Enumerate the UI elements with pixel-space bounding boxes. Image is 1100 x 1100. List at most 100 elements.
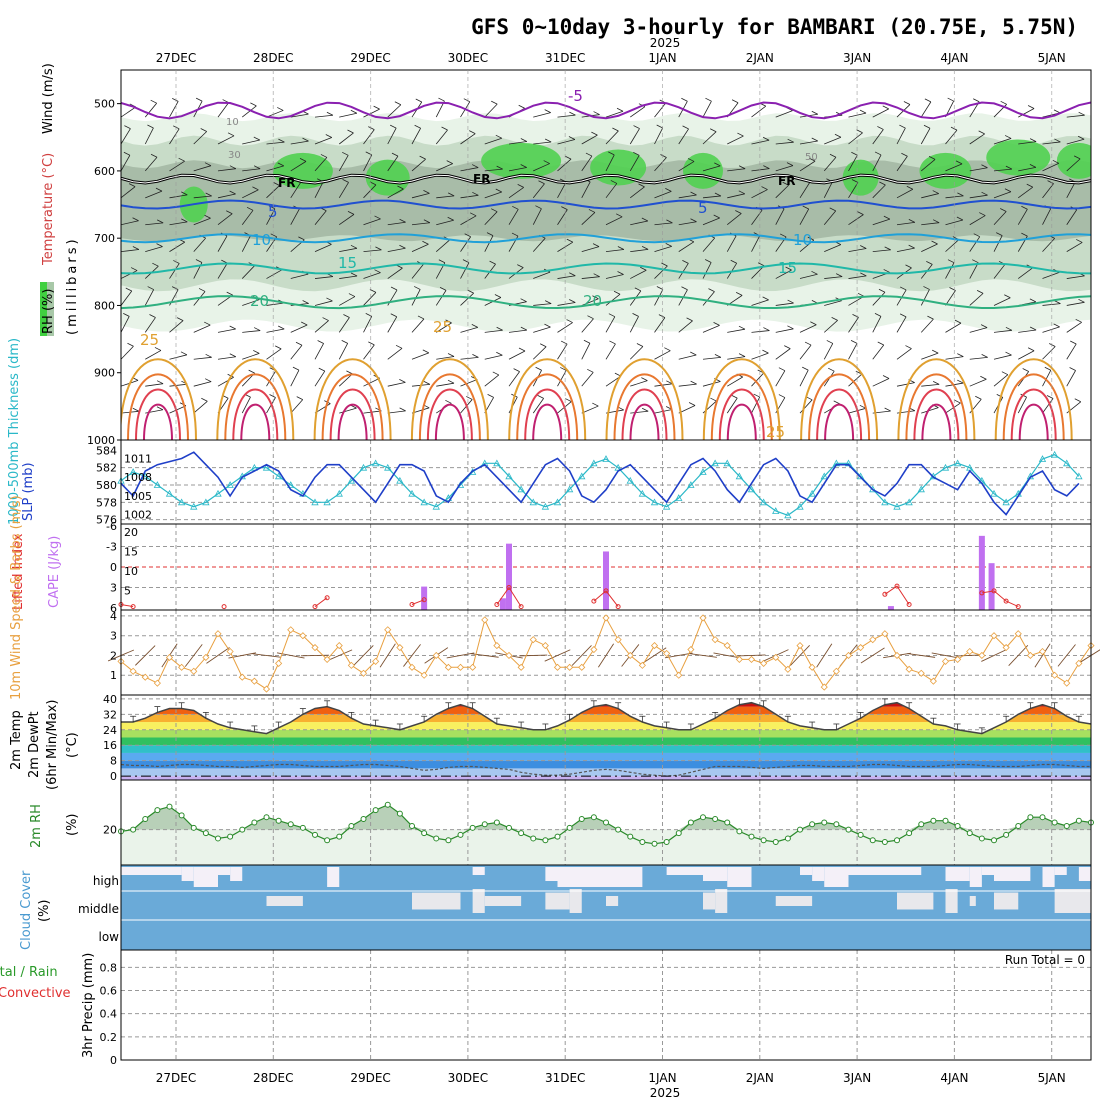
upper-barb-flag xyxy=(957,353,964,357)
label-temp-unit: (°C) xyxy=(65,732,80,758)
cape-tick-15: 15 xyxy=(124,545,138,558)
surface-barb xyxy=(713,652,742,659)
wind-speed-point xyxy=(808,663,816,671)
upper-barb-flag xyxy=(123,151,131,156)
upper-barb-flag xyxy=(422,240,429,245)
cloud-high-gap-9 xyxy=(666,867,703,875)
upper-barb xyxy=(702,131,717,145)
rh-point xyxy=(372,807,379,814)
upper-barb-flag xyxy=(445,399,452,404)
upper-barb xyxy=(993,264,1006,279)
cape-bar-6 xyxy=(988,563,995,610)
rh-point xyxy=(360,815,367,822)
upper-barb-flag xyxy=(762,349,769,354)
upper-barb-flag xyxy=(150,99,157,104)
rh-point xyxy=(506,824,512,831)
upper-barb-flag xyxy=(346,370,353,375)
wind-speed-point xyxy=(626,651,634,660)
contour-label-20a: 20 xyxy=(250,292,269,310)
upper-barb-flag xyxy=(147,124,154,129)
upper-barb xyxy=(242,330,261,333)
li-tick-6: 6 xyxy=(110,602,117,615)
upper-barb xyxy=(436,356,455,360)
upper-barb-flag xyxy=(1029,298,1037,303)
label-precip-unit: 3hr Precip (mm) xyxy=(81,953,96,1058)
thickness-point xyxy=(541,502,550,510)
surface-barb xyxy=(981,649,1007,662)
upper-barb-flag xyxy=(1073,155,1081,160)
contour-label-5a: 5 xyxy=(268,203,278,221)
upper-barb xyxy=(363,218,381,226)
upper-barb-flag xyxy=(761,186,768,190)
upper-barb xyxy=(945,129,958,145)
upper-barb xyxy=(411,192,430,199)
upper-barb xyxy=(1066,242,1083,252)
upper-barb xyxy=(702,101,712,118)
upper-barb-flag xyxy=(229,190,236,195)
wind-speed-point xyxy=(432,651,440,660)
upper-barb-flag xyxy=(178,157,185,162)
upper-barb xyxy=(823,210,837,225)
contour-diurnal-8-3 xyxy=(921,403,952,440)
bottom-date-tick-2: 29DEC xyxy=(350,1071,390,1085)
upper-barb-flag xyxy=(471,324,478,328)
upper-barb-flag xyxy=(342,151,349,156)
contour-diurnal-4-1 xyxy=(516,373,579,440)
upper-barb xyxy=(654,222,673,226)
upper-barb xyxy=(920,101,932,118)
wind-speed-point xyxy=(844,651,853,660)
upper-barb-flag xyxy=(955,160,963,165)
upper-barb-flag xyxy=(253,136,260,141)
upper-barb xyxy=(848,373,863,387)
wind-speed-point xyxy=(832,667,840,675)
upper-barb xyxy=(193,381,212,387)
upper-barb xyxy=(605,316,616,333)
rh-point xyxy=(1039,814,1046,821)
wind-speed-point xyxy=(735,655,743,663)
upper-barb-flag xyxy=(591,131,598,136)
upper-barb-flag xyxy=(446,160,453,164)
upper-barb xyxy=(1090,331,1091,333)
contour-freezing-inner xyxy=(121,174,1091,184)
label-cloud-cover: Cloud Cover xyxy=(19,870,34,950)
upper-barb xyxy=(799,208,810,225)
upper-barb-flag xyxy=(512,205,519,210)
upper-barb-flag xyxy=(592,402,599,407)
wind-tick-3: 3 xyxy=(110,630,117,643)
upper-barb xyxy=(751,265,765,279)
contour-diurnal-4-0 xyxy=(508,358,587,440)
surface-barb xyxy=(816,643,833,668)
upper-barb xyxy=(945,262,955,279)
upper-barb-flag xyxy=(373,105,380,110)
thickness-point xyxy=(808,489,816,497)
upper-barb-flag xyxy=(804,341,812,346)
upper-barb xyxy=(751,330,770,333)
wind-speed-point xyxy=(675,671,683,679)
upper-barb-flag xyxy=(447,192,455,197)
upper-barb xyxy=(1066,370,1076,387)
upper-barb-flag xyxy=(1074,398,1081,403)
upper-barb-flag xyxy=(295,341,303,346)
upper-barb-flag xyxy=(807,236,815,241)
rh-point xyxy=(409,823,415,830)
upper-barb xyxy=(217,213,233,226)
wind-speed-point xyxy=(335,642,343,650)
upper-barb xyxy=(969,356,988,360)
rh-point xyxy=(457,831,464,838)
upper-barb xyxy=(484,354,503,360)
thickness-tick-578: 578 xyxy=(96,496,117,509)
upper-barb xyxy=(242,168,261,172)
upper-barb xyxy=(896,316,907,333)
rh-point xyxy=(1063,823,1070,830)
upper-barb xyxy=(193,217,211,226)
cloud-level-middle: middle xyxy=(78,902,119,916)
temperature-panel: 0 8 16 24 32 40 xyxy=(103,693,1092,783)
surface-barb xyxy=(1057,644,1076,667)
upper-barb xyxy=(314,210,327,225)
upper-barb xyxy=(654,265,668,279)
surface-barb xyxy=(571,645,592,666)
upper-barb-flag xyxy=(298,236,305,241)
contour-diurnal-9-1 xyxy=(1002,373,1065,440)
upper-barb-flag xyxy=(874,312,882,317)
upper-barb xyxy=(654,245,672,253)
